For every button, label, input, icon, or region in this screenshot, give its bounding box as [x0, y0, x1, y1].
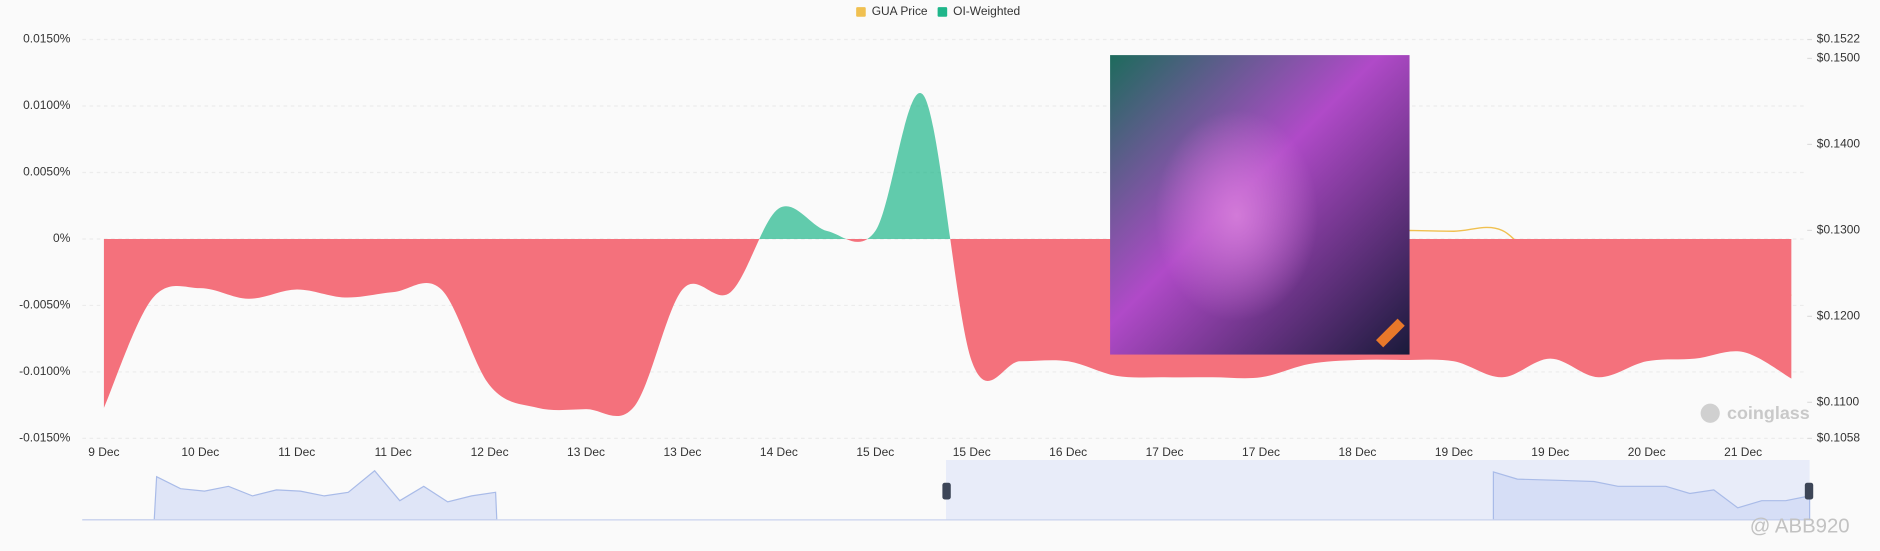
x-tick-label: 13 Dec [567, 445, 605, 459]
y-tick-label: -0.0100% [19, 364, 71, 378]
x-tick-label: 12 Dec [471, 445, 509, 459]
y2-tick-label: $0.1300 [1817, 223, 1861, 237]
y-tick-label: 0.0100% [23, 98, 71, 112]
x-tick-label: 11 Dec [375, 445, 412, 459]
x-tick-label: 15 Dec [856, 445, 894, 459]
x-tick-label: 15 Dec [953, 445, 991, 459]
navigator-handle[interactable] [942, 482, 951, 500]
watermark: coinglass [1727, 403, 1810, 423]
overlay-photo [1110, 55, 1410, 355]
x-tick-label: 19 Dec [1435, 445, 1473, 459]
x-tick-label: 16 Dec [1049, 445, 1087, 459]
x-tick-label: 11 Dec [278, 445, 315, 459]
y2-tick-label: $0.1058 [1817, 431, 1861, 445]
y-tick-label: 0% [53, 231, 71, 245]
legend-label: OI-Weighted [953, 4, 1020, 18]
watermark: @ ABB920 [1750, 515, 1850, 537]
navigator-handle[interactable] [1804, 482, 1814, 500]
y2-tick-label: $0.1400 [1817, 137, 1861, 151]
legend-swatch [937, 7, 948, 17]
series [103, 93, 1792, 416]
y-tick-label: 0.0050% [23, 165, 71, 179]
x-tick-label: 17 Dec [1242, 445, 1280, 459]
x-tick-label: 19 Dec [1531, 445, 1569, 459]
y-tick-label: 0.0150% [23, 32, 71, 46]
x-tick-label: 17 Dec [1146, 445, 1184, 459]
photo-face [1144, 83, 1349, 348]
y-tick-label: -0.0050% [19, 298, 71, 312]
x-tick-label: 14 Dec [760, 445, 798, 459]
x-tick-label: 21 Dec [1724, 445, 1762, 459]
x-tick-label: 9 Dec [88, 445, 119, 459]
legend-label: GUA Price [872, 4, 928, 18]
area-negative [103, 238, 1792, 416]
navigator-area [1492, 471, 1811, 521]
legend: GUA Price OI-Weighted [856, 4, 1020, 18]
y2-tick-label: $0.1100 [1817, 394, 1860, 408]
x-tick-label: 10 Dec [181, 445, 219, 459]
y-tick-label: -0.0150% [19, 431, 71, 445]
legend-swatch [856, 7, 866, 17]
y2-tick-label: $0.1500 [1817, 51, 1861, 65]
navigator [82, 459, 1814, 521]
navigator-area [82, 469, 498, 521]
x-tick-label: 18 Dec [1338, 445, 1376, 459]
x-tick-label: 13 Dec [663, 445, 701, 459]
x-tick-label: 20 Dec [1628, 445, 1666, 459]
photo-icon [1376, 318, 1405, 348]
watermark-logo [1700, 403, 1720, 423]
y2-tick-label: $0.1522 [1817, 32, 1861, 46]
y2-tick-label: $0.1200 [1817, 308, 1861, 322]
